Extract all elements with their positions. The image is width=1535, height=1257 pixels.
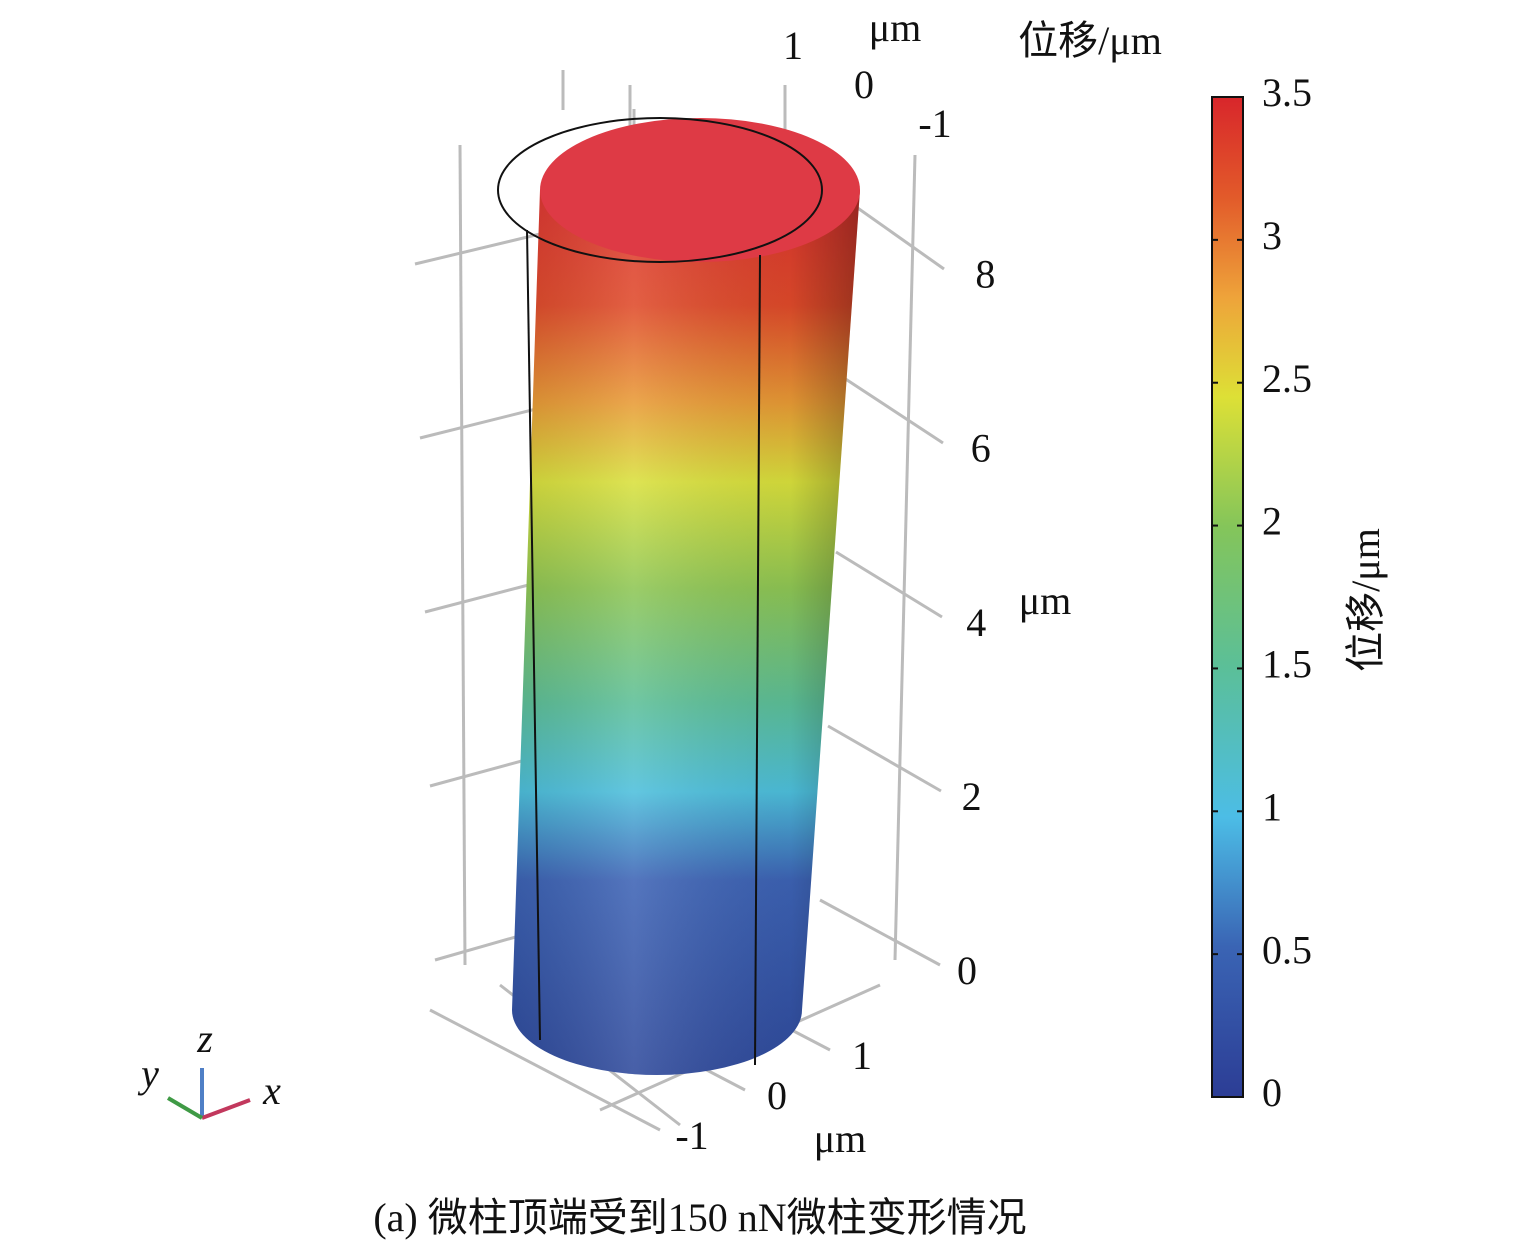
- y-unit: μm: [869, 5, 922, 50]
- z-tick-label: 2: [962, 774, 982, 819]
- pillar-top: [540, 118, 860, 262]
- colorbar-tick-label: 2: [1262, 499, 1282, 544]
- chart-title: 位移/μm: [1018, 18, 1162, 63]
- triad-x: [201, 1098, 251, 1120]
- x-unit: μm: [814, 1116, 867, 1161]
- colorbar-tick-label: 0: [1262, 1070, 1282, 1115]
- y-tick-label: -1: [918, 101, 951, 146]
- grid-line: [835, 550, 943, 619]
- grid-line: [819, 898, 941, 967]
- grid-line: [419, 406, 541, 440]
- caption: (a) 微柱顶端受到150 nN微柱变形情况: [373, 1195, 1026, 1240]
- colorbar-tick-label: 2.5: [1262, 356, 1312, 401]
- x-tick-label: 0: [767, 1073, 787, 1118]
- original-outline: [526, 229, 541, 1041]
- y-tick-label: 0: [854, 62, 874, 107]
- grid-edge: [458, 144, 467, 966]
- grid-line: [429, 1008, 661, 1132]
- colorbar-tick-label: 3.5: [1262, 70, 1312, 115]
- axis-triad: x y z: [137, 1016, 281, 1120]
- original-outline: [754, 254, 761, 1066]
- z-tick-label: 8: [975, 251, 995, 296]
- grid-line: [414, 232, 541, 266]
- grid-line: [827, 724, 942, 793]
- colorbar-tick-label: 0.5: [1262, 927, 1312, 972]
- y-tick-label: 1: [783, 23, 803, 68]
- original-outline: [497, 117, 823, 263]
- colorbar-label: 位移/μm: [1343, 528, 1388, 672]
- colorbar-tick-label: 1: [1262, 784, 1282, 829]
- z-tick-label: 6: [971, 426, 991, 471]
- z-unit: μm: [1019, 578, 1072, 623]
- z-tick-label: 4: [966, 600, 986, 645]
- grid-line: [424, 580, 541, 614]
- axis-name: z: [196, 1016, 213, 1061]
- x-tick-label: 1: [852, 1033, 872, 1078]
- pillar-shading: [512, 190, 860, 1075]
- colorbar-tick-label: 1.5: [1262, 642, 1312, 687]
- axis-name: y: [137, 1051, 159, 1096]
- triad-y: [166, 1096, 204, 1120]
- grid-line: [851, 202, 945, 271]
- grid-line: [843, 376, 944, 445]
- x-tick-label: -1: [675, 1113, 708, 1158]
- axis-name: x: [262, 1068, 281, 1113]
- colorbar-tick-label: 3: [1262, 213, 1282, 258]
- grid-edge: [893, 154, 917, 961]
- z-tick-label: 0: [957, 948, 977, 993]
- colorbar: [1211, 96, 1244, 1098]
